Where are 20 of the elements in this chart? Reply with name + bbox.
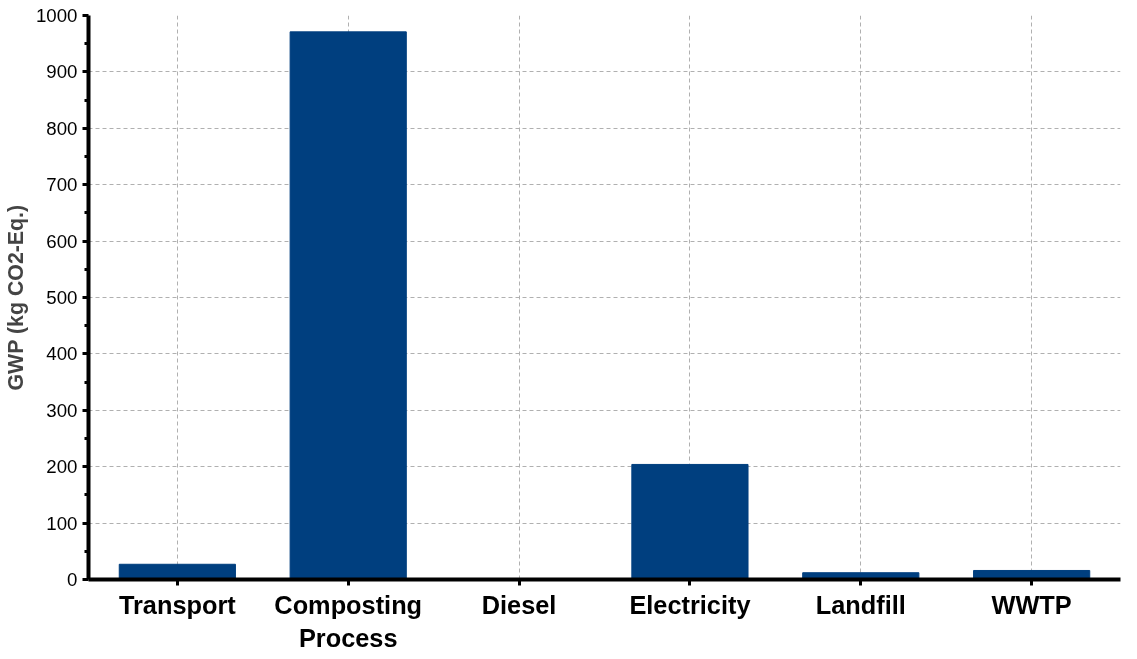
y-tick-label: 0 <box>67 569 78 590</box>
bar <box>289 31 407 580</box>
x-tick-label: Diesel <box>481 590 557 619</box>
y-tick-label: 600 <box>46 230 78 252</box>
bar <box>631 463 749 580</box>
y-tick-label: 100 <box>46 512 78 534</box>
x-tick-label: Electricity <box>629 590 751 619</box>
y-tick-label: 300 <box>46 399 78 421</box>
x-tick-label: Landfill <box>815 590 906 619</box>
x-tick-label: Composting Process <box>274 590 423 653</box>
y-tick-label: 400 <box>46 343 78 365</box>
y-tick-label: 900 <box>46 61 78 83</box>
x-tick-label: WWTP <box>991 590 1072 619</box>
y-tick-label: 1000 <box>36 5 78 26</box>
y-tick-label: 800 <box>46 117 78 139</box>
y-tick-label: 700 <box>46 174 78 196</box>
y-axis-title: GWP (kg CO2-Eq.) <box>4 204 28 391</box>
y-tick-label: 200 <box>46 456 78 478</box>
x-tick-label: Transport <box>118 590 237 619</box>
y-tick-label: 500 <box>46 287 78 308</box>
